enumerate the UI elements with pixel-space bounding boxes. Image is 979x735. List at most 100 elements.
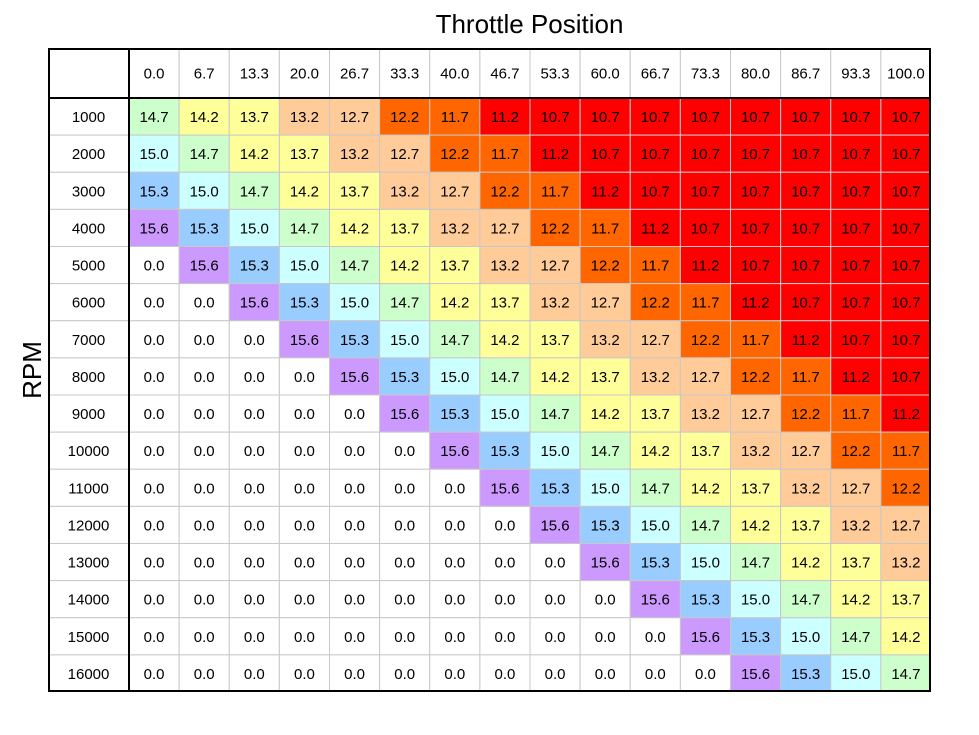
cell-value-label: 10.7 bbox=[741, 109, 770, 126]
cell-value-label: 12.7 bbox=[891, 517, 920, 534]
heatmap-cell bbox=[780, 468, 832, 507]
heatmap-cell bbox=[629, 171, 681, 210]
heatmap-cell bbox=[629, 468, 681, 507]
row-header-cell bbox=[48, 431, 130, 470]
heatmap-cell bbox=[679, 246, 731, 285]
cell-value-label: 14.2 bbox=[440, 295, 469, 312]
x-tick-label: 6.7 bbox=[194, 66, 215, 83]
heatmap-cell bbox=[730, 580, 782, 619]
cell-value-label: 0.0 bbox=[394, 629, 415, 646]
column-header-cell bbox=[429, 48, 481, 99]
heatmap-cell bbox=[178, 654, 230, 692]
cell-value-label: 10.7 bbox=[841, 146, 870, 163]
cell-value-label: 0.0 bbox=[394, 555, 415, 572]
heatmap-cell bbox=[479, 543, 531, 582]
cell-value-label: 15.3 bbox=[240, 258, 269, 275]
heatmap-cell bbox=[880, 543, 931, 582]
heatmap-cell bbox=[329, 468, 381, 507]
cell-value-label: 0.0 bbox=[144, 332, 165, 349]
cell-value-label: 0.0 bbox=[194, 480, 215, 497]
cell-value-label: 0.0 bbox=[294, 406, 315, 423]
cell-value-label: 0.0 bbox=[444, 592, 465, 609]
heatmap-cell bbox=[178, 394, 230, 433]
heatmap-cell bbox=[880, 171, 931, 210]
cell-value-label: 0.0 bbox=[144, 406, 165, 423]
row-header-cell bbox=[48, 543, 130, 582]
cell-value-label: 15.3 bbox=[791, 666, 820, 683]
y-tick-label: 5000 bbox=[72, 258, 105, 275]
cell-value-label: 0.0 bbox=[294, 369, 315, 386]
cell-value-label: 10.7 bbox=[891, 369, 920, 386]
cell-value-label: 15.3 bbox=[540, 480, 569, 497]
column-header-cell bbox=[730, 48, 782, 99]
cell-value-label: 13.2 bbox=[340, 146, 369, 163]
cell-value-label: 0.0 bbox=[194, 406, 215, 423]
cell-value-label: 10.7 bbox=[741, 146, 770, 163]
cell-value-label: 0.0 bbox=[194, 517, 215, 534]
column-header-cell bbox=[329, 48, 381, 99]
heatmap-cell bbox=[880, 431, 931, 470]
row-header-cell bbox=[48, 357, 130, 396]
cell-value-label: 15.0 bbox=[240, 220, 269, 237]
column-header-cell bbox=[830, 48, 882, 99]
heatmap-cell bbox=[429, 357, 481, 396]
cell-value-label: 14.2 bbox=[691, 480, 720, 497]
cell-value-label: 0.0 bbox=[244, 406, 265, 423]
cell-value-label: 10.7 bbox=[891, 258, 920, 275]
heatmap-cell bbox=[278, 394, 330, 433]
cell-value-label: 10.7 bbox=[841, 220, 870, 237]
cell-value-label: 0.0 bbox=[294, 555, 315, 572]
cell-value-label: 0.0 bbox=[595, 666, 616, 683]
heatmap-cell bbox=[679, 97, 731, 136]
cell-value-label: 15.3 bbox=[290, 295, 319, 312]
cell-value-label: 14.7 bbox=[490, 369, 519, 386]
heatmap-cell bbox=[780, 505, 832, 544]
heatmap-cell bbox=[880, 320, 931, 359]
cell-value-label: 11.2 bbox=[892, 406, 920, 423]
cell-value-label: 15.6 bbox=[340, 369, 369, 386]
cell-value-label: 14.7 bbox=[190, 146, 219, 163]
cell-value-label: 15.3 bbox=[190, 220, 219, 237]
column-header-cell bbox=[629, 48, 681, 99]
cell-value-label: 13.2 bbox=[741, 443, 770, 460]
heatmap-cell bbox=[479, 97, 531, 136]
heatmap-cell bbox=[429, 394, 481, 433]
cell-value-label: 13.2 bbox=[390, 183, 419, 200]
heatmap-cell bbox=[128, 134, 180, 173]
column-header-cell bbox=[679, 48, 731, 99]
heatmap-cell bbox=[730, 543, 782, 582]
heatmap-cell bbox=[780, 394, 832, 433]
heatmap-cell bbox=[880, 357, 931, 396]
heatmap-cell bbox=[329, 543, 381, 582]
cell-value-label: 0.0 bbox=[194, 295, 215, 312]
heatmap-cell bbox=[479, 208, 531, 247]
cell-value-label: 0.0 bbox=[444, 517, 465, 534]
heatmap-cell bbox=[730, 208, 782, 247]
cell-value-label: 14.7 bbox=[741, 555, 770, 572]
cell-value-label: 12.7 bbox=[490, 220, 519, 237]
cell-value-label: 15.0 bbox=[691, 555, 720, 572]
heatmap-cell bbox=[529, 580, 581, 619]
heatmap-cell bbox=[479, 357, 531, 396]
cell-value-label: 0.0 bbox=[344, 406, 365, 423]
heatmap-cell bbox=[379, 543, 431, 582]
cell-value-label: 15.3 bbox=[440, 406, 469, 423]
heatmap-cell bbox=[178, 320, 230, 359]
cell-value-label: 10.7 bbox=[791, 146, 820, 163]
y-tick-label: 7000 bbox=[72, 332, 105, 349]
cell-value-label: 15.6 bbox=[741, 666, 770, 683]
cell-value-label: 15.6 bbox=[591, 555, 620, 572]
cell-value-label: 0.0 bbox=[244, 480, 265, 497]
heatmap-cell bbox=[329, 580, 381, 619]
cell-value-label: 13.7 bbox=[340, 183, 369, 200]
cell-value-label: 0.0 bbox=[394, 592, 415, 609]
cell-value-label: 0.0 bbox=[495, 629, 516, 646]
heatmap-cell bbox=[880, 394, 931, 433]
heatmap-cell bbox=[830, 134, 882, 173]
heatmap-cell bbox=[228, 357, 280, 396]
cell-value-label: 15.3 bbox=[340, 332, 369, 349]
cell-value-label: 15.3 bbox=[390, 369, 419, 386]
x-tick-label: 46.7 bbox=[490, 66, 519, 83]
cell-value-label: 0.0 bbox=[144, 517, 165, 534]
cell-value-label: 12.7 bbox=[540, 258, 569, 275]
